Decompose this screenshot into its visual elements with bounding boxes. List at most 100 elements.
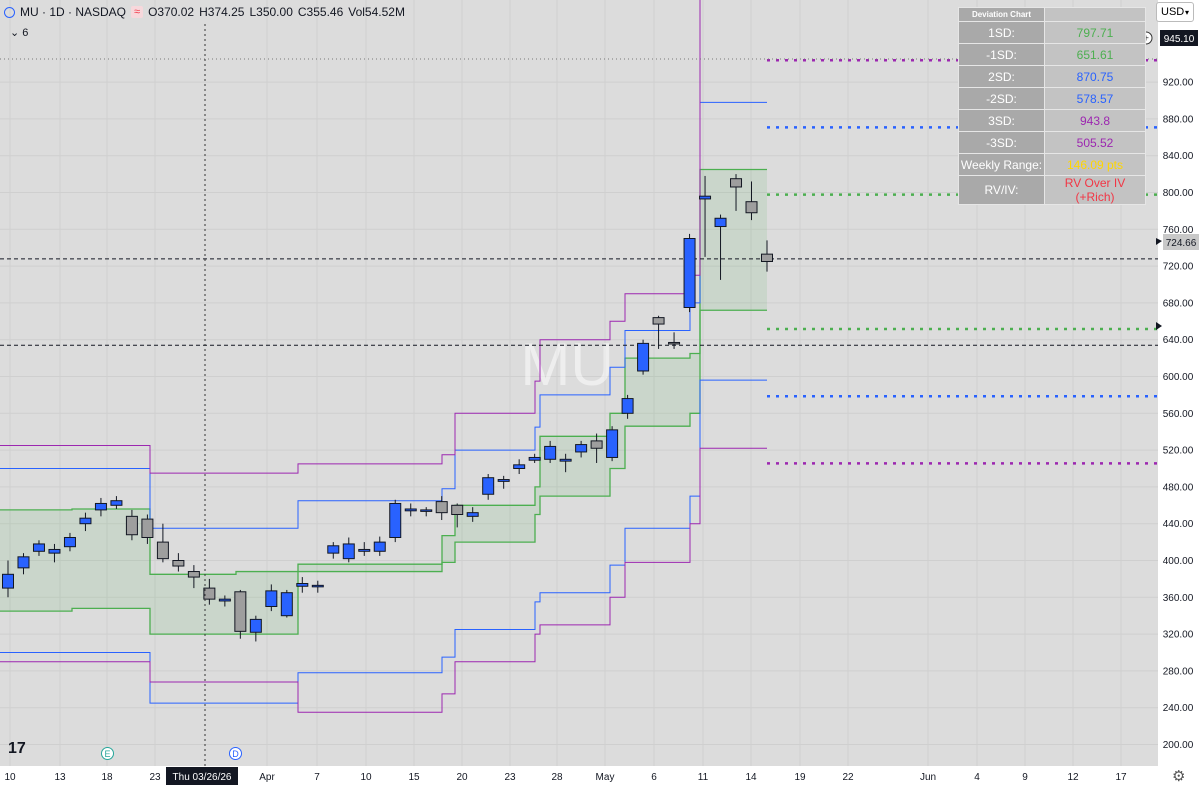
symbol-label[interactable]: MU · 1D · NASDAQ bbox=[20, 5, 127, 19]
candle-body bbox=[187, 571, 200, 578]
candle bbox=[218, 595, 231, 607]
deviation-table-title: Deviation Chart bbox=[958, 7, 1045, 22]
deviation-row-label: RV/IV: bbox=[958, 175, 1045, 205]
deviation-row-label: 2SD: bbox=[958, 65, 1045, 88]
symbol-watermark: MU bbox=[520, 331, 613, 398]
candle bbox=[730, 174, 743, 211]
deviation-row: -1SD: 651.61 bbox=[958, 43, 1146, 66]
deviation-row-value: RV Over IV (+Rich) bbox=[1044, 175, 1146, 205]
candle-body bbox=[249, 618, 262, 633]
candle bbox=[94, 497, 107, 517]
one-sd-lower-line bbox=[0, 309, 767, 635]
price-tick-label: 440.00 bbox=[1163, 519, 1194, 530]
candle bbox=[761, 240, 773, 272]
indicator-toggle-icon[interactable]: ≈ bbox=[131, 6, 144, 18]
candle bbox=[141, 514, 154, 544]
candle-body bbox=[683, 238, 696, 308]
candle bbox=[327, 542, 340, 559]
price-tick-label: 400.00 bbox=[1163, 556, 1194, 567]
candle bbox=[358, 542, 371, 556]
price-tick-label: 640.00 bbox=[1163, 335, 1194, 346]
candle bbox=[621, 394, 634, 419]
candle bbox=[32, 540, 45, 556]
candle bbox=[79, 512, 92, 532]
deviation-row-label: -3SD: bbox=[958, 131, 1045, 154]
time-tick-label: 9 bbox=[1022, 772, 1028, 783]
time-tick-label: 7 bbox=[314, 772, 320, 783]
candle-body bbox=[234, 591, 247, 632]
time-axis-ticks: 10 13 18 23 Apr 7 10 15 20 23 28 May 6 11 14 19 22 Jun 4 9 1… bbox=[4, 772, 1127, 783]
candle-body bbox=[389, 502, 402, 538]
deviation-row: Weekly Range: 146.09 pts bbox=[958, 153, 1146, 176]
two-sd-upper-line bbox=[0, 101, 767, 529]
time-tick-label: 23 bbox=[149, 772, 161, 783]
candle-body bbox=[497, 479, 510, 482]
time-tick-label: 17 bbox=[1115, 772, 1127, 783]
deviation-row-value: 578.57 bbox=[1044, 87, 1146, 110]
gear-icon[interactable]: ⚙ bbox=[1172, 768, 1186, 785]
candle bbox=[17, 553, 30, 575]
time-tick-label: 15 bbox=[408, 772, 420, 783]
low-value: L350.00 bbox=[249, 5, 293, 19]
candle bbox=[48, 543, 61, 563]
two-sd-lower-line bbox=[0, 379, 767, 704]
candles[interactable] bbox=[2, 174, 773, 642]
time-tick-label: 4 bbox=[974, 772, 980, 783]
price-tick-label: 200.00 bbox=[1163, 740, 1194, 751]
candle-body bbox=[203, 587, 216, 600]
earnings-event-icon[interactable]: E bbox=[101, 747, 114, 760]
price-tick-label: 280.00 bbox=[1163, 666, 1194, 677]
price-tick-label: 560.00 bbox=[1163, 409, 1194, 420]
candle-body bbox=[513, 464, 526, 470]
deviation-row-value: 797.71 bbox=[1044, 21, 1146, 44]
candle-body bbox=[730, 178, 743, 188]
candle-body bbox=[652, 317, 665, 325]
deviation-row: RV/IV: RV Over IV (+Rich) bbox=[958, 175, 1146, 205]
candle-body bbox=[451, 504, 464, 515]
time-tick-label: 28 bbox=[551, 772, 563, 783]
price-axis[interactable] bbox=[1158, 0, 1200, 785]
time-axis[interactable] bbox=[0, 766, 1158, 785]
price-tick-label: 920.00 bbox=[1163, 78, 1194, 89]
candle-body bbox=[79, 517, 92, 525]
candle-body bbox=[482, 477, 495, 495]
candle bbox=[544, 440, 557, 463]
candle bbox=[156, 523, 169, 563]
candle-body bbox=[668, 341, 681, 345]
indicators-collapse[interactable]: ⌄ 6 bbox=[10, 26, 28, 39]
indicator-count: 6 bbox=[22, 27, 29, 39]
deviation-row-value: 651.61 bbox=[1044, 43, 1146, 66]
candle bbox=[342, 537, 355, 563]
candle-body bbox=[373, 541, 386, 552]
deviation-row: -2SD: 578.57 bbox=[958, 87, 1146, 110]
candle-body bbox=[621, 398, 634, 414]
dividend-event-icon[interactable]: D bbox=[229, 747, 242, 760]
candle-body bbox=[466, 512, 479, 517]
chevron-down-icon: ▾ bbox=[1184, 7, 1189, 17]
time-tick-label: 10 bbox=[4, 772, 16, 783]
candle-body bbox=[528, 456, 541, 461]
candle bbox=[389, 499, 402, 543]
time-tick-label: Apr bbox=[259, 772, 275, 783]
price-tick-label: 840.00 bbox=[1163, 151, 1194, 162]
candle bbox=[683, 233, 696, 313]
candle-body bbox=[575, 444, 588, 453]
candle-body bbox=[94, 502, 107, 511]
currency-selector[interactable]: USD ▾ bbox=[1156, 2, 1194, 22]
candle bbox=[404, 503, 417, 517]
candle-body bbox=[342, 543, 355, 560]
deviation-row-label: -1SD: bbox=[958, 43, 1045, 66]
deviation-row-label: 1SD: bbox=[958, 21, 1045, 44]
svg-text:724.66: 724.66 bbox=[1166, 238, 1197, 249]
candle bbox=[435, 496, 448, 521]
time-tick-label: 23 bbox=[504, 772, 516, 783]
candle bbox=[590, 433, 603, 463]
candle bbox=[125, 509, 138, 541]
last-price-label: 724.66 bbox=[1156, 234, 1199, 250]
deviation-row-value: 146.09 pts bbox=[1044, 153, 1146, 176]
candle-body bbox=[110, 500, 123, 506]
tradingview-logo[interactable]: 17 bbox=[8, 740, 26, 757]
candle bbox=[451, 503, 464, 528]
deviation-table-title-blank bbox=[1044, 7, 1146, 22]
crosshair-date-label: Thu 03/26/26 bbox=[166, 767, 238, 785]
